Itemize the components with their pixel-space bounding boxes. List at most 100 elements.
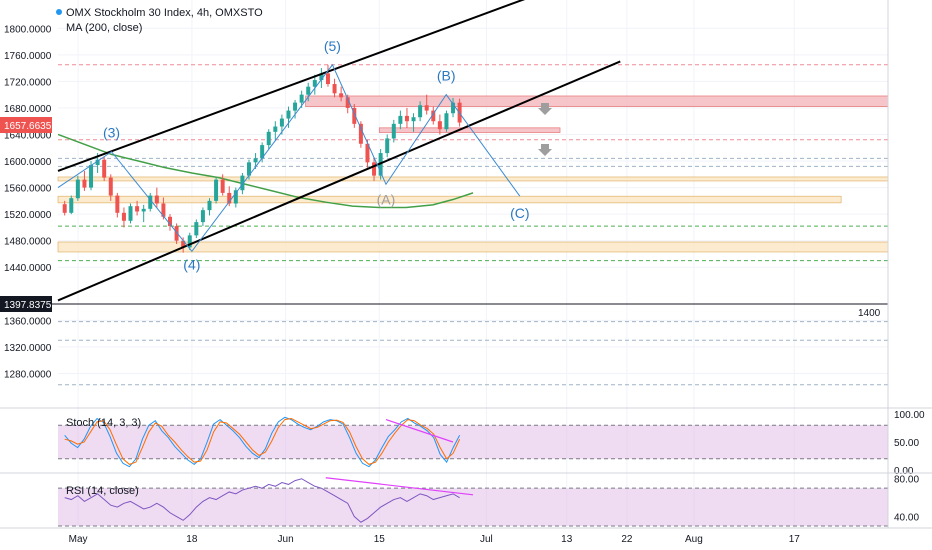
- candle-body[interactable]: [312, 80, 317, 87]
- candle-body[interactable]: [174, 226, 179, 241]
- price-axis[interactable]: 1800.0000 1760.0000 1720.0000 1680.0000 1640…: [4, 24, 52, 380]
- candle-body[interactable]: [325, 73, 330, 85]
- elliott-wave-path: [57, 63, 521, 253]
- candle-body[interactable]: [398, 115, 403, 124]
- current-price-label: 1657.6635: [4, 121, 52, 132]
- time-tick-label: 17: [789, 534, 801, 545]
- marker-price-label: 1397.8375: [4, 300, 52, 311]
- candle-body[interactable]: [385, 138, 390, 154]
- candle-body[interactable]: [168, 216, 173, 227]
- candle-body[interactable]: [115, 195, 120, 213]
- candle-body[interactable]: [260, 145, 265, 159]
- candle-body[interactable]: [95, 159, 100, 166]
- candle-body[interactable]: [391, 123, 396, 139]
- candle-body[interactable]: [345, 97, 350, 108]
- candle-body[interactable]: [108, 177, 113, 196]
- candle-body[interactable]: [299, 94, 304, 103]
- candle-body[interactable]: [411, 117, 416, 122]
- candle-body[interactable]: [154, 195, 159, 204]
- candle-body[interactable]: [253, 158, 258, 163]
- candle-body[interactable]: [365, 143, 370, 163]
- divergence-trendline: [385, 419, 454, 443]
- time-tick-label: Aug: [685, 534, 703, 545]
- wave-label: (5): [324, 38, 341, 54]
- stoch-pane[interactable]: 100.00 50.00 0.00: [58, 410, 925, 477]
- candle-body[interactable]: [161, 203, 166, 217]
- candle-body[interactable]: [128, 206, 133, 221]
- level-1400-label: 1400: [858, 308, 881, 319]
- price-zone: [57, 176, 889, 182]
- candle-body[interactable]: [306, 86, 311, 95]
- wave-label: (B): [437, 68, 456, 84]
- price-tick-label: 1320.0000: [4, 343, 52, 354]
- time-tick-label: 22: [621, 534, 633, 545]
- candle-body[interactable]: [220, 179, 225, 193]
- rsi-label: RSI (14, close): [66, 485, 139, 497]
- candle-body[interactable]: [352, 107, 357, 124]
- candle-body[interactable]: [82, 179, 87, 188]
- ma200-line: [57, 133, 474, 209]
- candle-body[interactable]: [404, 115, 409, 122]
- candle-body[interactable]: [372, 162, 377, 176]
- candle-body[interactable]: [141, 208, 146, 212]
- oscillator-tick-label: 0.00: [894, 466, 914, 477]
- levels-layer: [0, 64, 888, 386]
- candle-body[interactable]: [233, 190, 238, 204]
- marker-price-badge: 1397.8375: [0, 296, 52, 312]
- candle-body[interactable]: [69, 198, 74, 213]
- candle-body[interactable]: [332, 84, 337, 94]
- candle-body[interactable]: [75, 179, 80, 199]
- candle-body[interactable]: [293, 102, 298, 111]
- current-price-badge: 1657.6635: [0, 117, 52, 133]
- candle-body[interactable]: [431, 110, 436, 122]
- candle-body[interactable]: [102, 159, 107, 178]
- oscillator-tick-label: 50.00: [894, 438, 919, 449]
- channel-layer: [57, 0, 621, 302]
- candle-body[interactable]: [286, 110, 291, 119]
- price-tick-label: 1640.0000: [4, 130, 52, 141]
- chart-title: OMX Stockholm 30 Index, 4h, OMXSTO: [66, 7, 263, 19]
- candle-body[interactable]: [148, 195, 153, 209]
- candle-body[interactable]: [200, 210, 205, 223]
- wave-label: (C): [510, 205, 529, 221]
- candle-body[interactable]: [246, 162, 251, 176]
- candle-body[interactable]: [121, 212, 126, 221]
- price-tick-label: 1520.0000: [4, 210, 52, 221]
- time-tick-label: May: [69, 534, 88, 545]
- candle-body[interactable]: [273, 126, 278, 132]
- candle-body[interactable]: [437, 121, 442, 130]
- candle-body[interactable]: [358, 123, 363, 144]
- rsi-pane[interactable]: 80.00 40.00: [58, 475, 919, 527]
- price-zone: [305, 95, 889, 107]
- candle-body[interactable]: [187, 235, 192, 248]
- candle-body[interactable]: [339, 93, 344, 98]
- candle-body[interactable]: [418, 105, 423, 118]
- candle-body[interactable]: [444, 113, 449, 130]
- channel-line: [57, 0, 526, 172]
- ma-layer: [57, 133, 474, 209]
- candle-body[interactable]: [451, 102, 456, 114]
- candle-body[interactable]: [62, 204, 67, 213]
- candle-body[interactable]: [89, 165, 94, 188]
- price-tick-label: 1440.0000: [4, 263, 52, 274]
- candle-body[interactable]: [240, 175, 245, 191]
- down-arrow-icon: [538, 103, 552, 115]
- oscillator-line: [64, 417, 461, 465]
- candle-body[interactable]: [181, 240, 186, 248]
- candle-body[interactable]: [227, 192, 232, 204]
- wave-layer: (3) (4) (5) (A) (B) (C): [57, 38, 530, 272]
- candle-body[interactable]: [266, 131, 271, 146]
- oscillator-line: [64, 478, 460, 523]
- candle-body[interactable]: [424, 105, 429, 111]
- chart-legend: OMX Stockholm 30 Index, 4h, OMXSTO MA (2…: [56, 7, 263, 497]
- time-tick-label: 18: [186, 534, 198, 545]
- candle-body[interactable]: [279, 118, 284, 127]
- time-axis[interactable]: May 18 Jun 15 Jul 13 22 Aug 17: [69, 534, 801, 545]
- candle-body[interactable]: [319, 73, 324, 81]
- legend-dot: [56, 9, 62, 15]
- candle-body[interactable]: [135, 206, 140, 212]
- candle-body[interactable]: [214, 179, 219, 201]
- candle-body[interactable]: [194, 222, 199, 236]
- candle-body[interactable]: [207, 200, 212, 211]
